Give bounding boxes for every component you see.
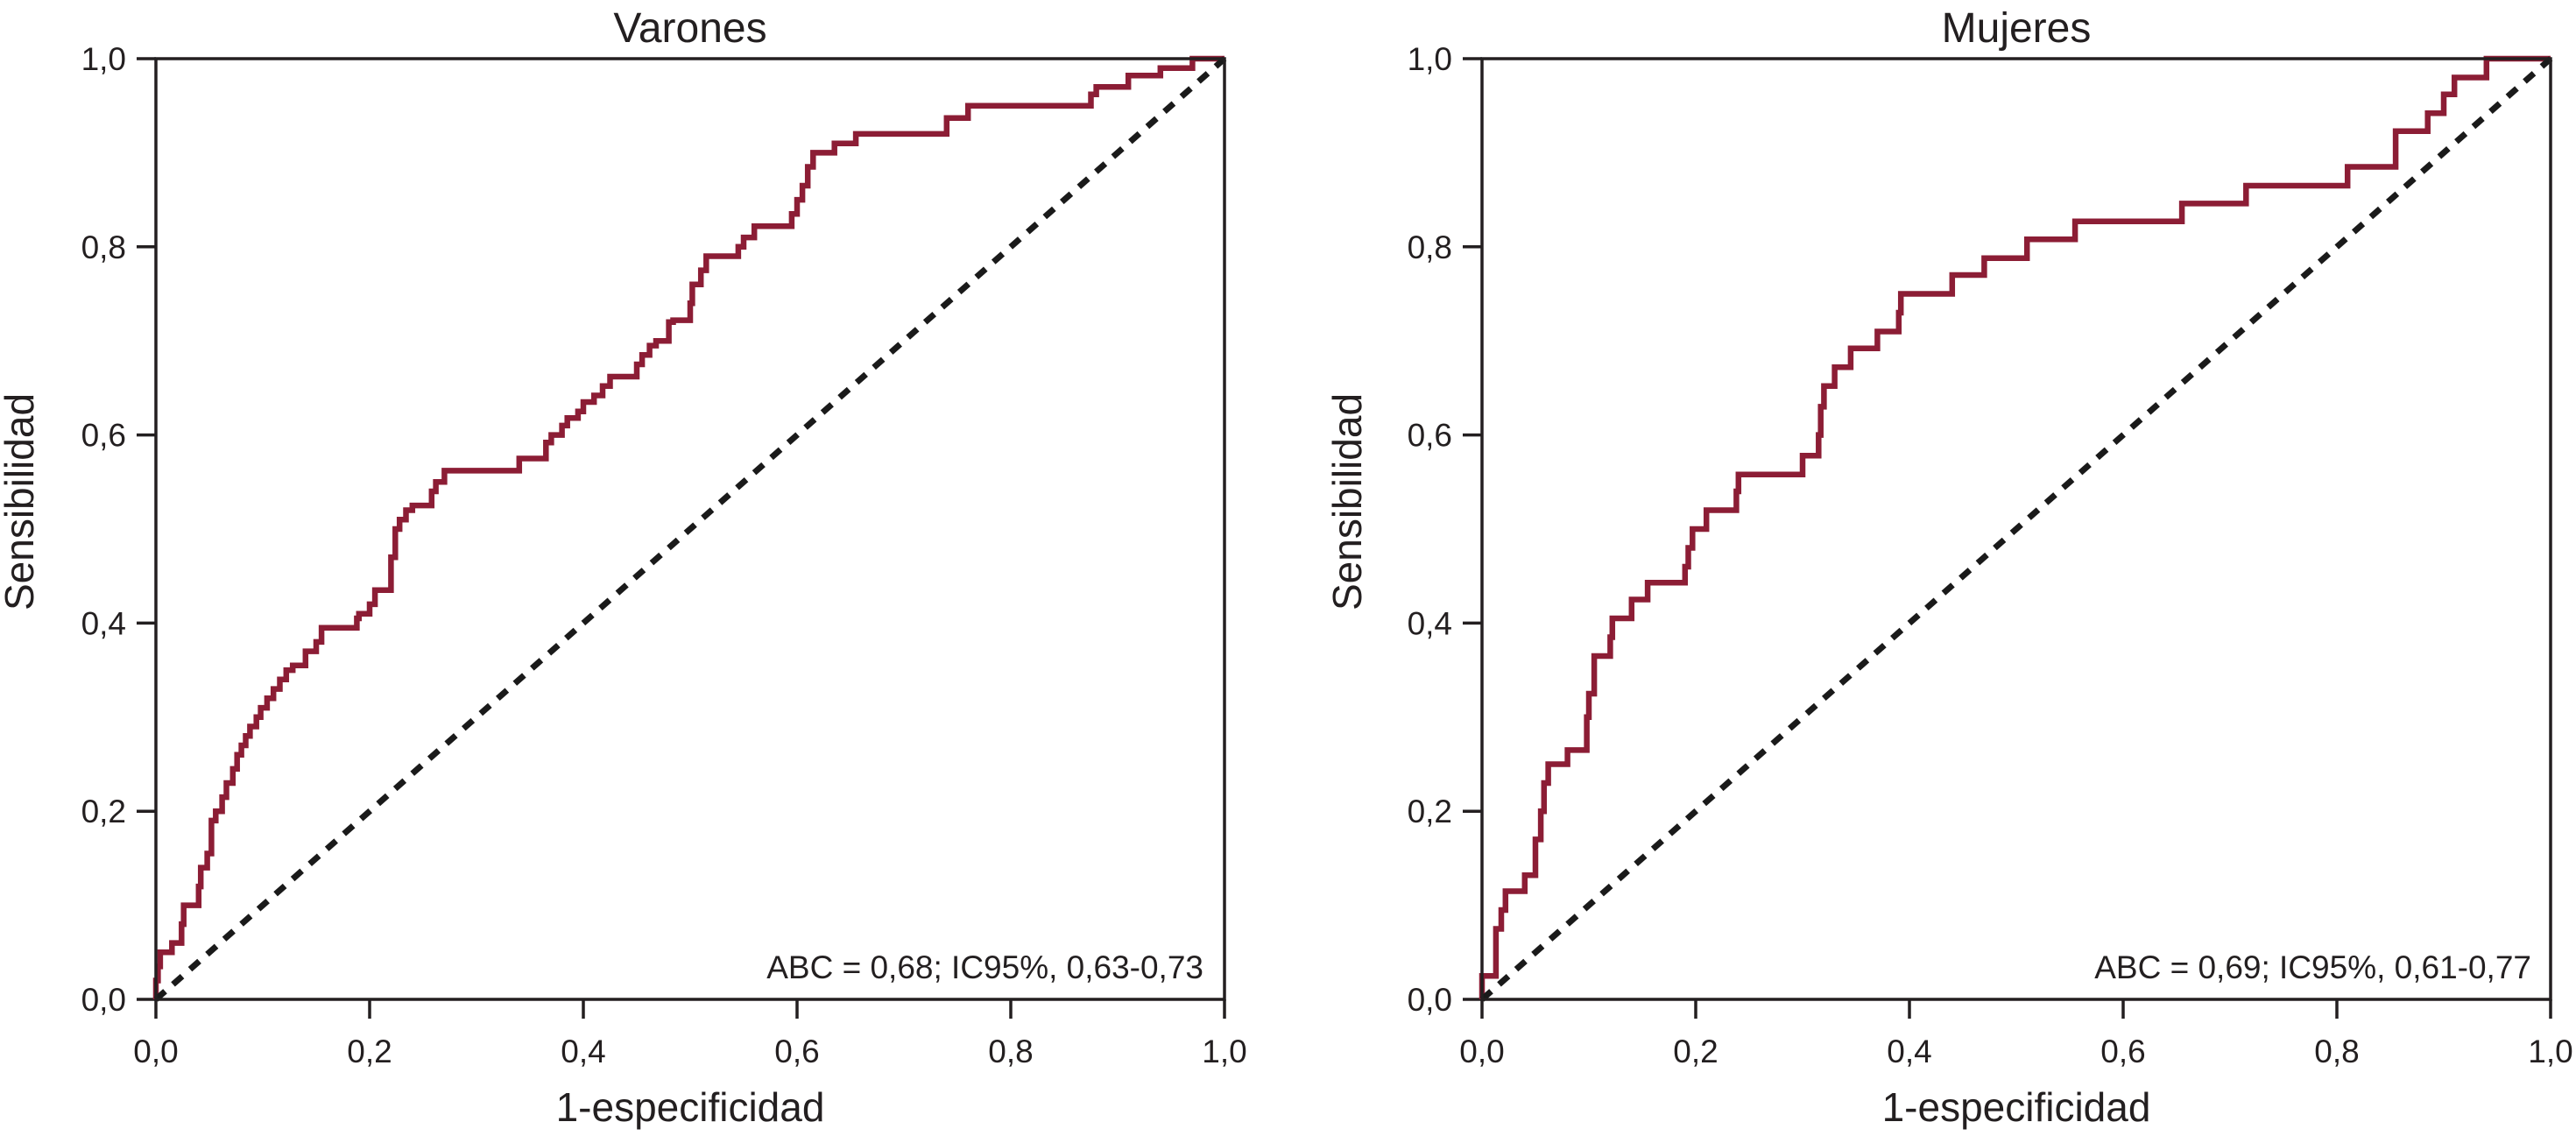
x-tick-label: 0,6: [774, 1034, 819, 1069]
auc-annotation: ABC = 0,69; IC95%, 0,61-0,77: [2094, 949, 2531, 985]
x-tick-label: 1,0: [1202, 1034, 1246, 1069]
axis-ticks: 0,0 0,2 0,4 0,6 0,8 1,0 0,0 0,2 0,4 0,6 0,8 1,0: [81, 41, 1247, 1069]
auc-annotation: ABC = 0,68; IC95%, 0,63-0,73: [766, 949, 1203, 985]
chart-title: Mujeres: [1942, 5, 2092, 52]
y-axis-label: Sensibilidad: [1324, 393, 1370, 610]
y-tick-label: 0,4: [81, 605, 126, 641]
y-tick-label: 1,0: [81, 41, 126, 77]
x-tick-label: 1,0: [2528, 1034, 2572, 1069]
x-tick-label: 0,8: [988, 1034, 1033, 1069]
chart-title: Varones: [613, 5, 766, 52]
y-tick-label: 0,6: [1408, 418, 1452, 454]
y-tick-label: 0,4: [1408, 605, 1452, 641]
x-axis-label: 1-especificidad: [1882, 1084, 2151, 1130]
x-tick-label: 0,2: [1673, 1034, 1718, 1069]
x-tick-label: 0,4: [561, 1034, 605, 1069]
roc-panel-varones: Varones Sensibilidad 1-especificidad ABC…: [0, 5, 1247, 1130]
x-tick-label: 0,0: [133, 1034, 178, 1069]
plot-frame: [154, 57, 1226, 1001]
y-tick-label: 1,0: [1408, 41, 1452, 77]
plot-frame: [1480, 57, 2552, 1001]
plot-area: [152, 55, 1227, 1002]
y-tick-label: 0,0: [1408, 982, 1452, 1018]
x-tick-label: 0,8: [2314, 1034, 2359, 1069]
y-axis-label: Sensibilidad: [0, 393, 42, 610]
axis-ticks: 0,0 0,2 0,4 0,6 0,8 1,0 0,0 0,2 0,4 0,6 0,8 1,0: [1408, 41, 2573, 1069]
x-axis-label: 1-especificidad: [556, 1084, 825, 1130]
x-tick-label: 0,2: [347, 1034, 392, 1069]
x-tick-label: 0,0: [1459, 1034, 1504, 1069]
x-tick-label: 0,4: [1887, 1034, 1931, 1069]
plot-area: [1479, 55, 2553, 1002]
reference-diagonal-line: [153, 56, 1227, 1002]
roc-panel-mujeres: Mujeres Sensibilidad 1-especificidad ABC…: [1324, 5, 2573, 1130]
reference-diagonal-line: [1479, 56, 2553, 1002]
y-tick-label: 0,6: [81, 418, 126, 454]
y-tick-label: 0,8: [1408, 229, 1452, 265]
y-tick-label: 0,0: [81, 982, 126, 1018]
roc-curve-line: [152, 55, 1224, 999]
roc-curve-line: [1479, 55, 2551, 999]
y-tick-label: 0,8: [81, 229, 126, 265]
y-tick-label: 0,2: [81, 794, 126, 829]
y-tick-label: 0,2: [1408, 794, 1452, 829]
x-tick-label: 0,6: [2100, 1034, 2145, 1069]
